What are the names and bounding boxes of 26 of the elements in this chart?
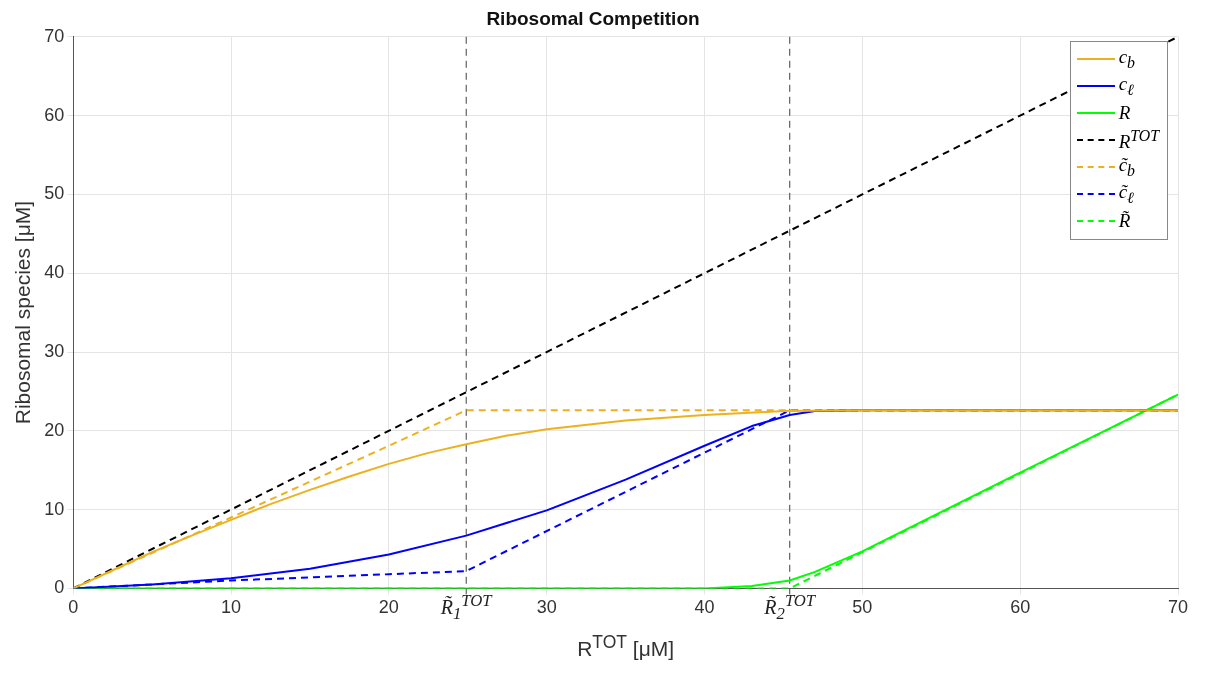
y-tick-label: 70 [44,25,65,46]
y-tick-label: 60 [44,104,65,125]
legend-label: c̃$_{b}$ [1118,154,1135,181]
x-tick-label: 70 [1167,597,1189,618]
legend-label: R̃ [1118,210,1131,233]
legend-label: c$_{ℓ}$ [1118,73,1134,100]
legend-label: R$^{TOT}$ [1118,127,1159,154]
y-tick-label: 10 [44,498,65,519]
y-tick-label: 0 [54,577,65,598]
legend-label: c̃$_{ℓ}$ [1118,181,1134,208]
x-tick-label: 0 [68,597,79,618]
x-tick-label: 60 [1010,597,1031,618]
chart-title: Ribosomal Competition [486,7,700,29]
legend-label: c$_{b}$ [1118,46,1135,73]
x-tick-label: 30 [536,597,557,618]
legend-label: R [1118,102,1131,125]
y-axis-title: Ribosomal species [μM] [11,200,35,425]
x-axis-title: R$^{TOT}$ [μM] [577,632,675,662]
x-tick-label: 50 [852,597,873,618]
x-tick-label: 40 [694,597,715,618]
x-tick-label: 10 [221,597,242,618]
y-tick-label: 40 [44,262,65,283]
y-tick-label: 50 [44,183,65,204]
y-tick-label: 20 [44,419,65,440]
y-tick-label: 30 [44,340,65,361]
x-tick-label: 20 [378,597,399,618]
